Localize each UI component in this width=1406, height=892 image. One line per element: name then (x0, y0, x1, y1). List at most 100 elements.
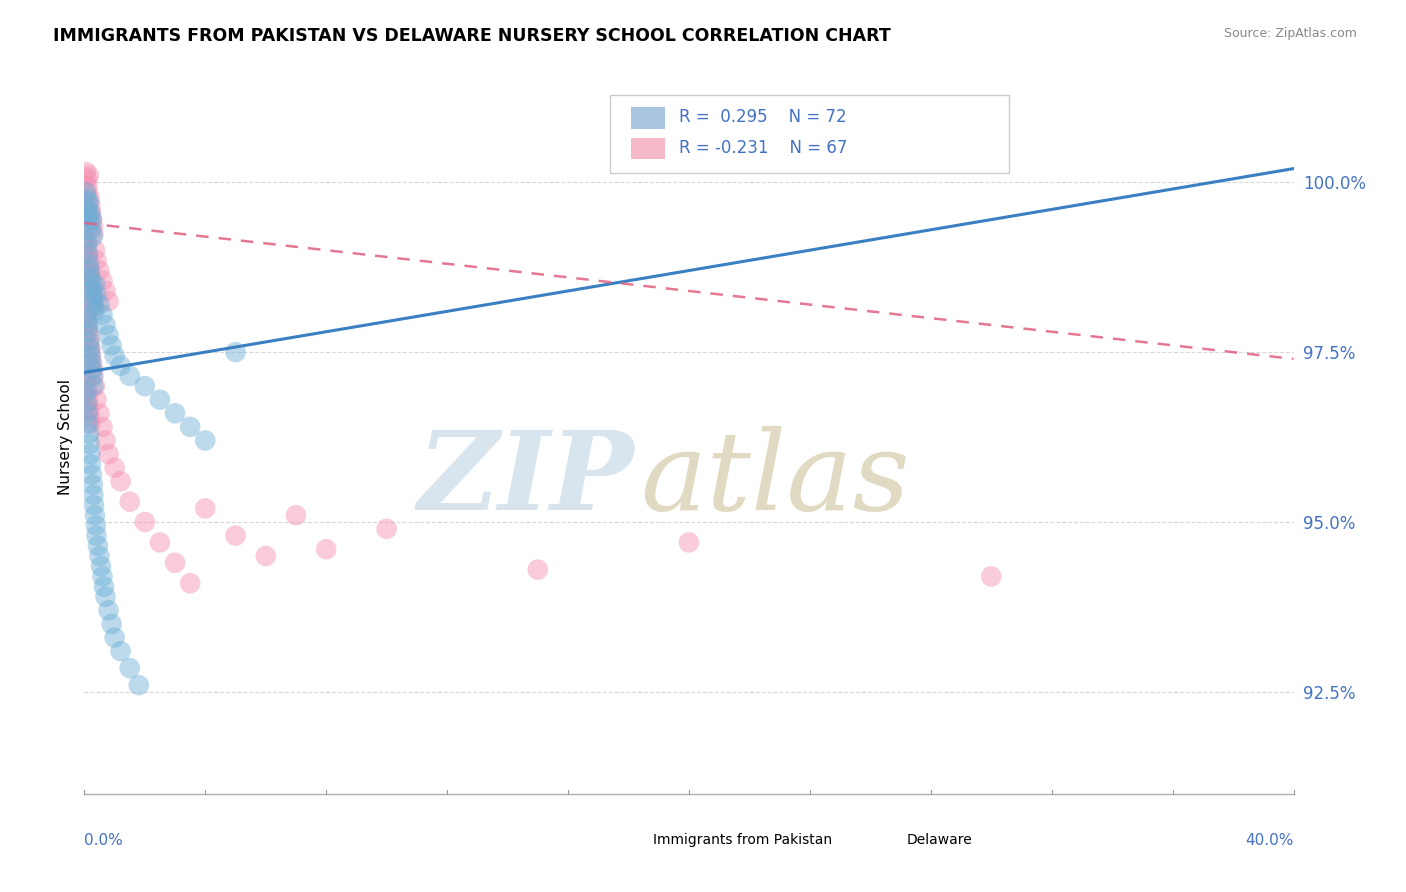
Point (77, 195, 100, 210)
Text: R =  0.295    N = 72: R = 0.295 N = 72 (679, 109, 846, 127)
Point (76, 383, 98, 397)
Point (80, 212, 103, 227)
Point (134, 515, 156, 529)
Point (179, 576, 201, 591)
Point (79, 349, 101, 363)
Point (128, 678, 150, 692)
Point (86, 287, 108, 301)
Point (285, 508, 308, 523)
Point (77, 334, 100, 349)
Point (76, 308, 98, 322)
Bar (616, 831, 643, 847)
Point (375, 522, 398, 536)
Point (77, 246, 100, 260)
Point (179, 420, 201, 434)
Point (77, 426, 100, 441)
Point (79, 192, 101, 206)
Point (104, 349, 127, 363)
Point (76, 178, 98, 193)
Point (225, 345, 247, 359)
Point (76, 318, 98, 332)
Point (134, 379, 156, 393)
Point (80, 284, 103, 298)
Point (82, 368, 104, 383)
Point (104, 460, 127, 475)
Point (82, 294, 104, 309)
Point (84, 508, 107, 523)
Point (79, 267, 101, 281)
Point (76, 311, 98, 326)
Point (89, 263, 111, 277)
Point (118, 368, 141, 383)
Point (165, 556, 187, 570)
Point (97, 328, 120, 343)
Point (94, 434, 117, 448)
Point (82, 291, 104, 305)
Point (110, 644, 132, 658)
Point (100, 338, 122, 352)
Point (79, 263, 101, 277)
Text: Source: ZipAtlas.com: Source: ZipAtlas.com (1223, 27, 1357, 40)
Point (80, 206, 103, 220)
Point (84, 379, 107, 393)
Point (91, 308, 114, 322)
Point (79, 334, 101, 349)
Point (80, 280, 103, 294)
Bar (631, 107, 665, 128)
Point (75, 385, 97, 400)
Point (84, 243, 107, 257)
Point (79, 417, 101, 431)
Text: Immigrants from Pakistan: Immigrants from Pakistan (652, 833, 832, 847)
Point (80, 457, 103, 471)
Point (94, 590, 117, 604)
Point (76, 314, 98, 328)
Point (86, 253, 108, 268)
Bar (631, 138, 665, 160)
Point (97, 447, 120, 461)
Point (94, 318, 117, 332)
Point (83, 304, 105, 318)
Point (89, 406, 111, 420)
Point (91, 274, 114, 288)
Point (254, 549, 277, 563)
Point (118, 661, 141, 675)
Point (80, 349, 103, 363)
FancyBboxPatch shape (610, 95, 1010, 173)
Point (110, 359, 132, 373)
Text: 0.0%: 0.0% (84, 833, 124, 848)
Point (149, 535, 172, 549)
Point (77, 253, 100, 268)
Point (90, 559, 112, 574)
Point (82, 219, 104, 234)
Point (79, 409, 101, 424)
Point (76, 236, 98, 251)
Point (77, 325, 100, 339)
Point (110, 475, 132, 489)
Point (97, 294, 120, 309)
Point (77, 169, 100, 183)
Point (75, 165, 97, 179)
Point (75, 186, 97, 200)
Point (89, 549, 111, 563)
Point (76, 396, 98, 410)
Text: Delaware: Delaware (907, 833, 973, 847)
Point (79, 206, 101, 220)
Point (82, 301, 104, 315)
Point (315, 542, 337, 557)
Point (89, 297, 111, 311)
Point (86, 392, 108, 407)
Text: R = -0.231    N = 67: R = -0.231 N = 67 (679, 139, 848, 157)
Point (77, 257, 100, 271)
Point (91, 569, 114, 583)
Point (80, 287, 103, 301)
Point (93, 580, 115, 594)
Point (83, 498, 105, 512)
Point (82, 379, 104, 393)
Point (79, 216, 101, 230)
Point (84, 518, 107, 533)
Text: ZIP: ZIP (418, 426, 634, 533)
Point (527, 563, 550, 577)
Point (79, 270, 101, 285)
Point (80, 223, 103, 237)
Point (79, 274, 101, 288)
